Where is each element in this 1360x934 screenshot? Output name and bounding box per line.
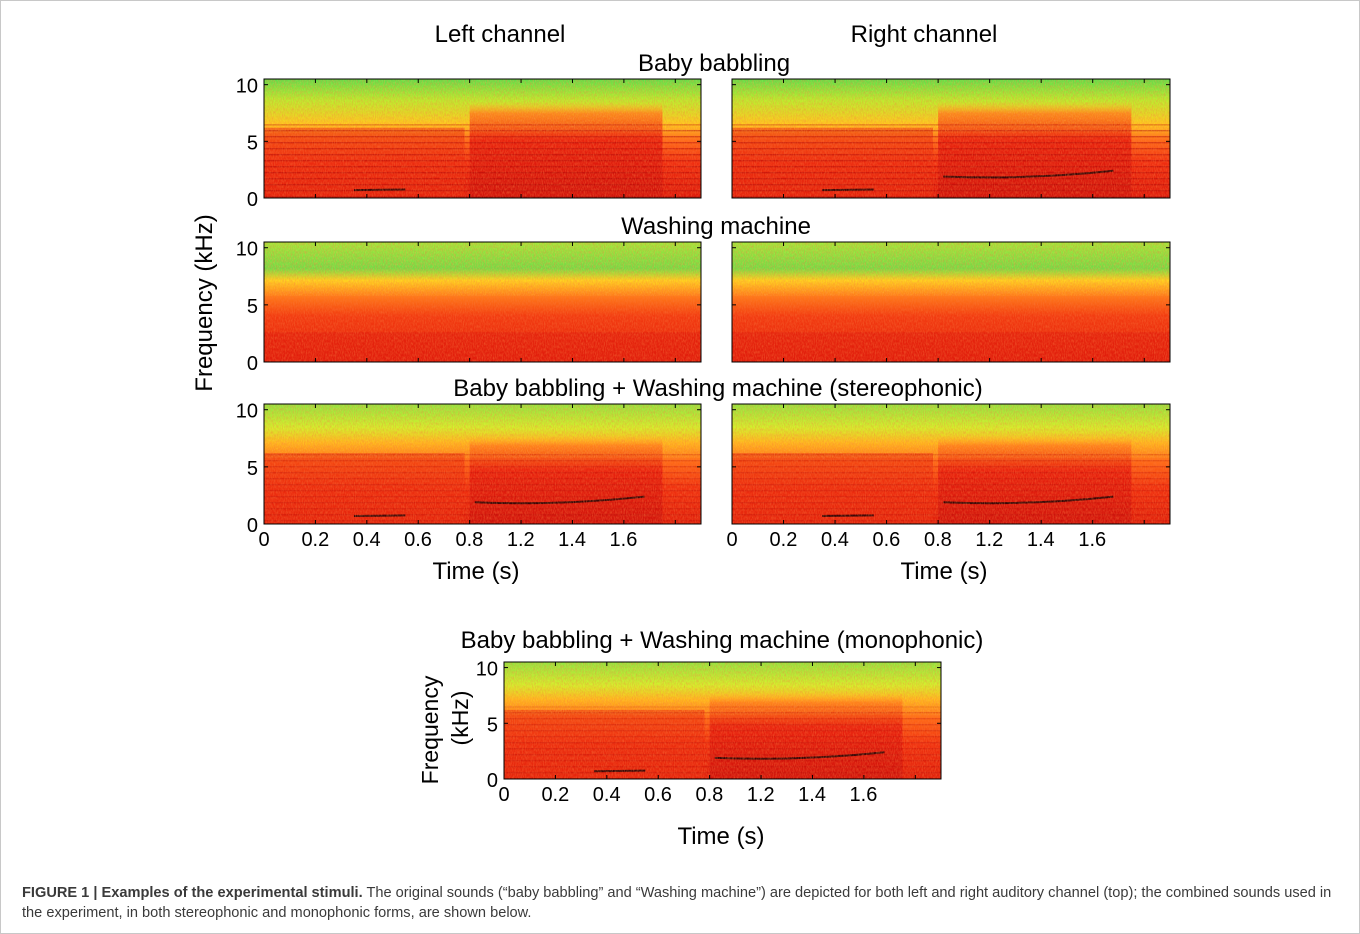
y-axis-label-mono-line2: (kHz)	[447, 691, 473, 746]
spectrogram-panel: 0 5 10 0 0.2 0.4 0.6 0.8 1.2 1.4 1.6	[236, 401, 702, 551]
x-tick-label: 1.2	[507, 529, 535, 551]
x-tick-label: 0.8	[455, 529, 483, 551]
spectrogram-noise-high	[264, 242, 701, 296]
x-tick-label: 0.2	[301, 529, 329, 551]
row-title-stereo: Baby babbling + Washing machine (stereop…	[453, 375, 982, 402]
y-axis-label-mono-line1: Frequency	[417, 675, 443, 784]
panel-frame	[731, 78, 1171, 199]
y-tick-label: 5	[487, 714, 498, 736]
figure-caption: FIGURE 1 | Examples of the experimental …	[22, 883, 1332, 923]
x-tick-label: 1.2	[747, 784, 775, 806]
spectrogram-noise-high	[264, 404, 701, 458]
y-axis-label: Frequency (kHz)	[191, 214, 218, 391]
y-tick-label: 10	[236, 76, 258, 98]
x-tick-label: 1.4	[798, 784, 826, 806]
x-tick-label: 0.4	[821, 529, 849, 551]
panel-frame	[731, 403, 1171, 525]
x-tick-label: 0.6	[404, 529, 432, 551]
column-title-right: Right channel	[851, 21, 998, 48]
x-tick-label: 0	[726, 529, 737, 551]
y-tick-label: 0	[247, 353, 258, 375]
x-tick-label: 0.4	[593, 784, 621, 806]
column-title-left: Left channel	[435, 21, 566, 48]
spectrogram-noise-high	[732, 404, 1170, 458]
panel-frame	[263, 78, 702, 199]
y-tick-label: 5	[247, 296, 258, 318]
y-tick-label: 10	[476, 659, 498, 681]
x-tick-label: 0.8	[695, 784, 723, 806]
y-tick-label: 10	[236, 401, 258, 423]
panel-frame	[503, 661, 942, 780]
x-axis-label-right: Time (s)	[900, 558, 987, 585]
spectrogram-panel: 0 5 10	[236, 239, 702, 375]
x-tick-label: 1.6	[850, 784, 878, 806]
spectrogram-panel: 0 0.2 0.4 0.6 0.8 1.2 1.4 1.6	[726, 403, 1171, 551]
x-tick-label: 1.2	[975, 529, 1003, 551]
y-tick-label: 5	[247, 132, 258, 154]
x-tick-label: 0.6	[872, 529, 900, 551]
caption-lead: FIGURE 1 | Examples of the experimental …	[22, 885, 363, 901]
spectrogram-noise-high	[504, 662, 941, 715]
panel-frame	[263, 403, 702, 525]
x-tick-label: 1.6	[1078, 529, 1106, 551]
x-tick-label: 0.2	[541, 784, 569, 806]
spectrogram-noise-high	[732, 79, 1170, 133]
spectrogram-noise-high	[264, 79, 701, 133]
x-axis-label-left: Time (s)	[432, 558, 519, 585]
y-tick-label: 10	[236, 239, 258, 261]
y-tick-label: 0	[487, 770, 498, 792]
x-tick-label: 1.4	[1027, 529, 1055, 551]
row-title-baby: Baby babbling	[638, 50, 790, 77]
row-title-washing: Washing machine	[621, 213, 811, 240]
panel-frame	[263, 241, 702, 363]
x-tick-label: 1.6	[610, 529, 638, 551]
y-tick-label: 0	[247, 515, 258, 537]
x-tick-label: 1.4	[558, 529, 586, 551]
spectrogram-panel	[731, 78, 1171, 199]
x-axis-label-mono: Time (s)	[677, 823, 764, 850]
x-tick-label: 0.4	[353, 529, 381, 551]
x-tick-label: 0	[258, 529, 269, 551]
caption-body: The original sounds (“baby babbling” and…	[22, 885, 1332, 921]
spectrogram-panel	[731, 241, 1171, 363]
row-title-mono: Baby babbling + Washing machine (monopho…	[461, 627, 984, 654]
spectrogram-panels: 0 5 10 0 5 10 0 5 10 0 0.2 0.4 0.6 0.8 1.2 1.4 1.6 0 0.2 0.…	[236, 76, 1171, 806]
spectrogram-panel: 0 5 10	[236, 76, 702, 211]
y-tick-label: 5	[247, 458, 258, 480]
y-tick-label: 0	[247, 189, 258, 211]
x-tick-label: 0.6	[644, 784, 672, 806]
x-tick-label: 0.8	[924, 529, 952, 551]
figure-canvas: Left channel Right channel Baby babbling…	[191, 21, 1171, 850]
spectrogram-panel: 0 5 10 0 0.2 0.4 0.6 0.8 1.2 1.4 1.6	[476, 659, 942, 806]
x-tick-label: 0.2	[770, 529, 798, 551]
spectrogram-noise-high	[732, 242, 1170, 296]
x-tick-label: 0	[498, 784, 509, 806]
panel-frame	[731, 241, 1171, 363]
